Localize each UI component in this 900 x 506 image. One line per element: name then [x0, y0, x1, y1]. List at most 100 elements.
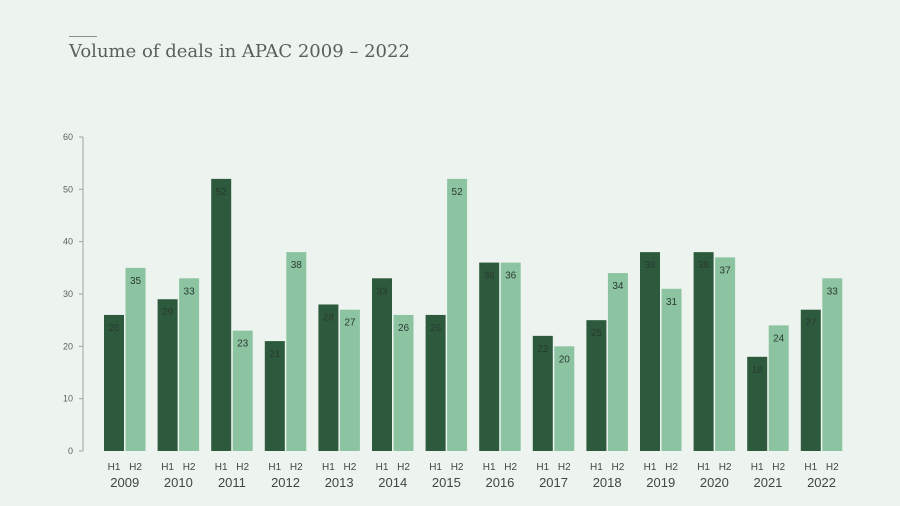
bar-h1-2014 [372, 278, 392, 451]
bar-h2-2012 [286, 252, 307, 451]
bar-value-label: 27 [805, 318, 817, 329]
bar-value-label: 52 [216, 187, 228, 198]
bar-h1-2019 [640, 252, 660, 451]
bar-value-label: 38 [291, 260, 303, 271]
bar-value-label: 36 [484, 271, 496, 282]
bar-h1-2010 [157, 299, 178, 451]
bar-h2-2021 [768, 325, 789, 451]
bar-value-label: 29 [162, 307, 174, 318]
bar-value-label: 38 [698, 260, 710, 271]
half-label: H2 [397, 462, 410, 473]
bar-value-label: 33 [827, 286, 839, 297]
bar-value-label: 33 [184, 286, 196, 297]
bar-value-label: 37 [720, 265, 732, 276]
year-label: 2010 [164, 475, 193, 490]
half-label: H1 [536, 462, 549, 473]
y-tick-label: 20 [63, 341, 73, 351]
year-label: 2017 [539, 475, 568, 490]
half-label: H1 [108, 462, 121, 473]
title-rule [69, 36, 97, 37]
bar-value-label: 34 [612, 281, 624, 292]
bar-h1-2020 [693, 252, 714, 451]
half-label: H2 [451, 462, 464, 473]
bar-h2-2015 [447, 178, 468, 451]
bar-value-label: 24 [773, 333, 785, 344]
y-tick-label: 40 [63, 237, 73, 247]
year-label: 2022 [807, 475, 836, 490]
bar-h1-2022 [800, 309, 821, 451]
bar-value-label: 31 [666, 297, 678, 308]
half-label: H1 [376, 462, 389, 473]
half-label: H1 [804, 462, 817, 473]
year-label: 2018 [593, 475, 622, 490]
bar-h2-2020 [715, 257, 736, 451]
half-label: H2 [129, 462, 142, 473]
bar-h1-2017 [532, 335, 553, 451]
y-tick-label: 50 [63, 184, 73, 194]
bar-h2-2011 [232, 330, 253, 451]
bar-value-label: 35 [130, 276, 142, 287]
bar-h2-2019 [661, 288, 682, 451]
bar-value-label: 26 [108, 323, 120, 334]
half-label: H1 [268, 462, 281, 473]
half-label: H2 [826, 462, 839, 473]
bar-value-label: 26 [398, 323, 410, 334]
half-label: H2 [558, 462, 571, 473]
half-label: H2 [344, 462, 357, 473]
half-label: H2 [719, 462, 732, 473]
half-label: H2 [612, 462, 625, 473]
half-label: H1 [590, 462, 603, 473]
bar-value-label: 18 [752, 365, 764, 376]
bar-h2-2017 [554, 346, 575, 451]
bar-h2-2018 [607, 273, 628, 451]
bar-h2-2014 [393, 314, 414, 451]
y-tick-label: 30 [63, 289, 73, 299]
half-label: H2 [665, 462, 678, 473]
bar-h1-2021 [747, 356, 768, 451]
year-label: 2014 [378, 475, 407, 490]
bar-h1-2018 [586, 320, 607, 451]
bar-value-label: 26 [430, 323, 442, 334]
half-label: H1 [429, 462, 442, 473]
bar-h2-2009 [125, 267, 146, 451]
bar-value-label: 22 [537, 344, 549, 355]
half-label: H1 [483, 462, 496, 473]
half-label: H1 [644, 462, 657, 473]
bar-value-label: 21 [269, 349, 281, 360]
bar-h2-2010 [179, 278, 200, 451]
year-label: 2013 [325, 475, 354, 490]
bar-value-label: 27 [344, 318, 356, 329]
bar-h2-2016 [500, 262, 521, 451]
bar-h1-2012 [264, 341, 285, 451]
bar-value-label: 52 [452, 187, 464, 198]
year-label: 2009 [110, 475, 139, 490]
bar-value-label: 28 [323, 312, 335, 323]
y-tick-label: 10 [63, 394, 73, 404]
bars: 26 35 29 33 52 23 21 38 28 27 33 26 26 52 36 36 22 20 25 34… [104, 178, 843, 451]
year-label: 2012 [271, 475, 300, 490]
bar-h1-2015 [425, 314, 446, 451]
y-tick-label: 60 [63, 132, 73, 142]
bar-value-label: 36 [505, 271, 517, 282]
bar-h1-2011 [211, 178, 232, 451]
bar-value-label: 25 [591, 328, 603, 339]
y-axis: 0 10 20 30 40 50 60 [63, 132, 84, 456]
bar-value-label: 23 [237, 339, 249, 350]
half-label: H2 [236, 462, 249, 473]
half-label: H1 [322, 462, 335, 473]
bar-value-label: 38 [644, 260, 656, 271]
year-label: 2019 [646, 475, 675, 490]
bar-h1-2009 [104, 314, 124, 451]
y-tick-label: 0 [68, 446, 73, 456]
bar-h2-2013 [339, 309, 360, 451]
half-label: H2 [772, 462, 785, 473]
year-label: 2021 [753, 475, 782, 490]
bar-h2-2022 [822, 278, 843, 451]
half-label: H2 [183, 462, 196, 473]
half-label: H2 [290, 462, 303, 473]
half-label: H2 [504, 462, 517, 473]
chart-title: Volume of deals in APAC 2009 – 2022 [69, 41, 410, 62]
bar-value-label: 33 [376, 286, 388, 297]
bar-h1-2016 [479, 262, 500, 451]
